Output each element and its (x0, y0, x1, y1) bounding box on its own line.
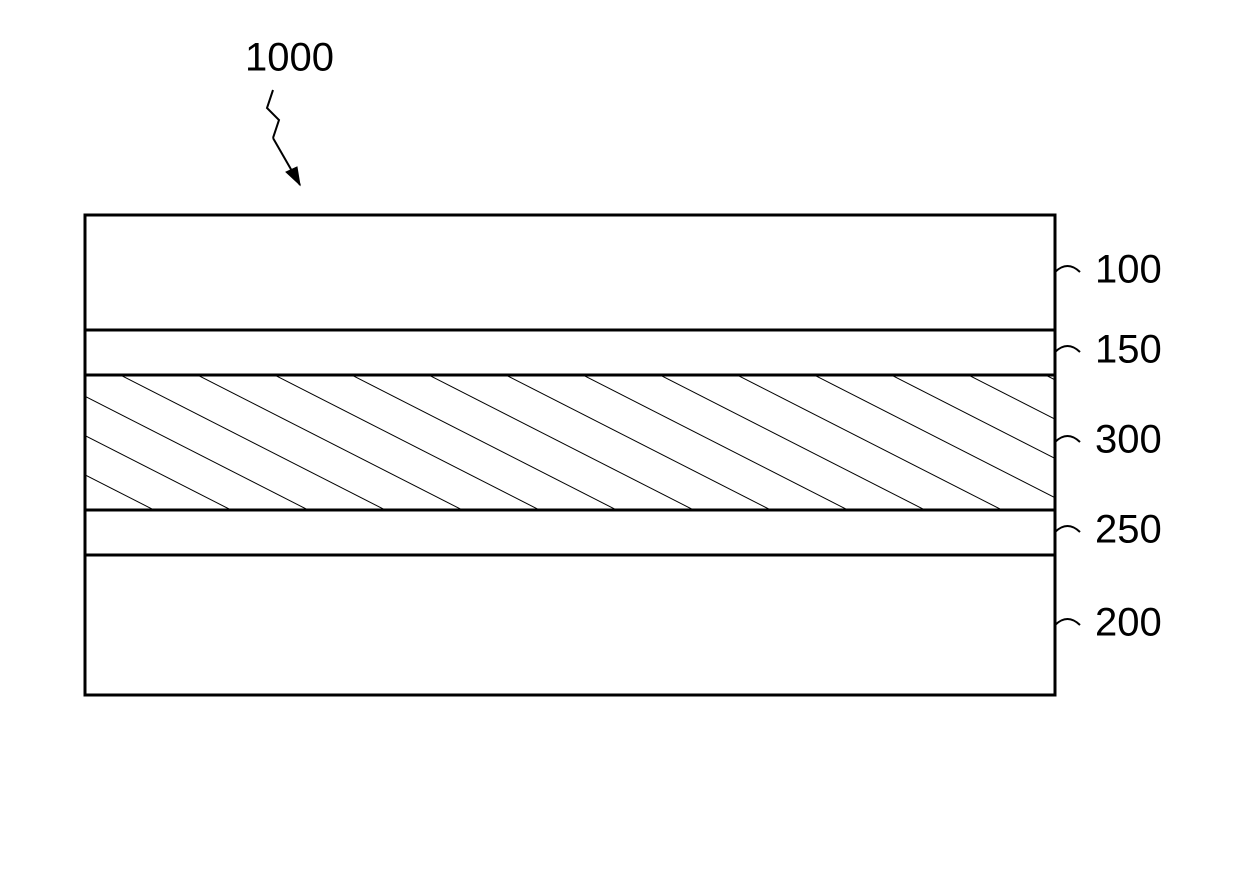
assembly-arrow-head (286, 167, 300, 185)
callout-label-300: 300 (1095, 418, 1162, 462)
callout-tick-200 (1055, 619, 1080, 625)
callout-label-100: 100 (1095, 248, 1162, 292)
callout-label-200: 200 (1095, 601, 1162, 645)
callout-label-250: 250 (1095, 508, 1162, 552)
callout-tick-100 (1055, 266, 1080, 272)
callout-tick-250 (1055, 526, 1080, 532)
callout-label-150: 150 (1095, 328, 1162, 372)
callout-tick-300 (1055, 436, 1080, 442)
assembly-arrow-squiggle (267, 90, 279, 138)
callout-tick-150 (1055, 346, 1080, 352)
layer-300-hatched (85, 375, 1055, 510)
assembly-label: 1000 (245, 36, 334, 80)
